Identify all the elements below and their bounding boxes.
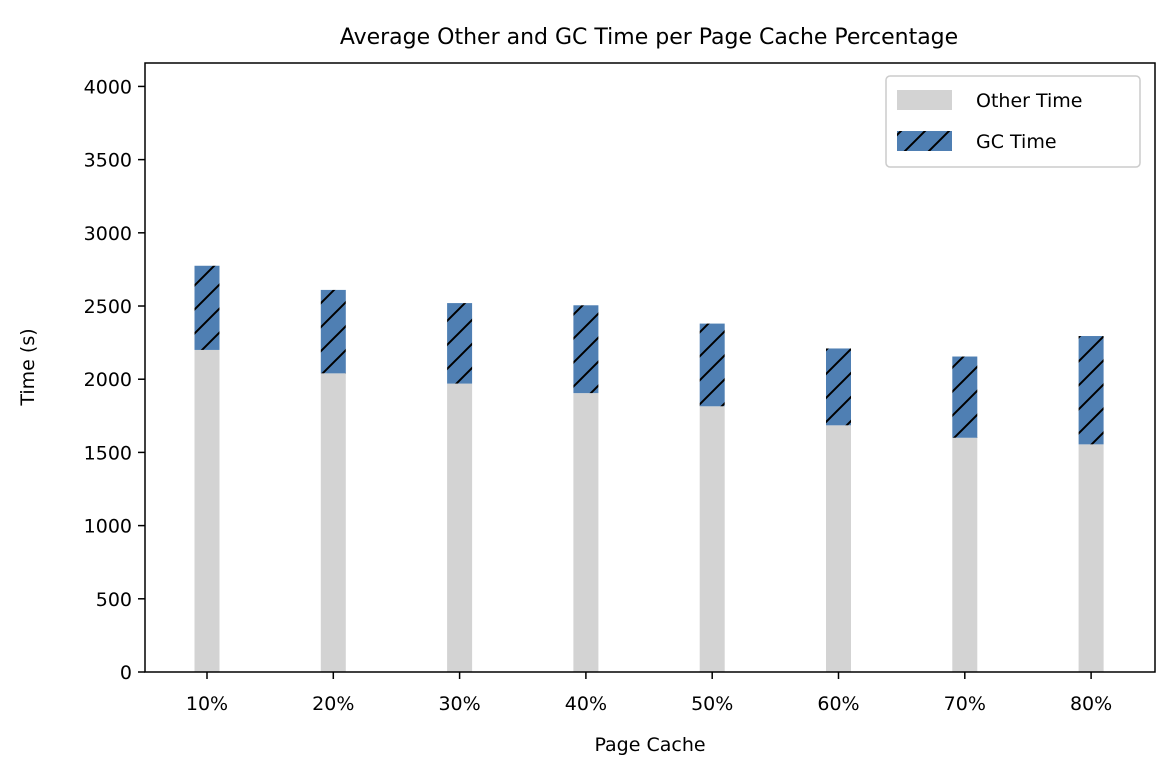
bar-gc-time-4 bbox=[573, 305, 599, 394]
y-tick-label: 3500 bbox=[84, 150, 132, 172]
bar-gc-time-6 bbox=[826, 348, 851, 426]
bar-other-time-1 bbox=[194, 349, 220, 672]
x-tick-label: 70% bbox=[944, 693, 986, 715]
legend-swatch-gc-time bbox=[897, 131, 952, 151]
bar-other-time-6 bbox=[826, 425, 851, 672]
bar-gc-time-5 bbox=[699, 323, 725, 407]
bar-other-time-5 bbox=[699, 406, 725, 672]
y-tick-label: 4000 bbox=[84, 76, 132, 98]
bar-other-time-2 bbox=[320, 373, 346, 672]
legend-label-gc-time: GC Time bbox=[976, 131, 1057, 153]
x-tick-label: 20% bbox=[312, 693, 354, 715]
x-axis: 10% 20% 30% 40% 50% 60% 70% 80% bbox=[186, 672, 1112, 715]
bar-gc-time-2 bbox=[320, 289, 346, 374]
bars-layer bbox=[194, 265, 1104, 672]
x-tick-label: 50% bbox=[691, 693, 733, 715]
y-tick-label: 1500 bbox=[84, 442, 132, 464]
chart-title: Average Other and GC Time per Page Cache… bbox=[340, 25, 958, 50]
x-tick-label: 60% bbox=[817, 693, 859, 715]
legend-swatch-other-time bbox=[897, 90, 952, 110]
bar-other-time-8 bbox=[1078, 444, 1104, 672]
x-tick-label: 80% bbox=[1070, 693, 1112, 715]
plot-frame bbox=[144, 62, 1156, 673]
y-tick-label: 1000 bbox=[84, 516, 132, 538]
x-tick-label: 40% bbox=[565, 693, 607, 715]
x-tick-label: 10% bbox=[186, 693, 228, 715]
y-tick-label: 2500 bbox=[84, 296, 132, 318]
bar-gc-time-7 bbox=[952, 356, 978, 438]
bar-gc-time-8 bbox=[1078, 336, 1104, 445]
y-axis-label: Time (s) bbox=[17, 328, 39, 406]
y-tick-label: 2000 bbox=[84, 369, 132, 391]
bar-other-time-3 bbox=[447, 383, 473, 672]
bar-other-time-7 bbox=[952, 437, 978, 672]
legend: Other Time GC Time bbox=[885, 75, 1141, 168]
y-tick-label: 500 bbox=[96, 589, 132, 611]
bar-gc-time-1 bbox=[194, 265, 220, 350]
x-tick-label: 30% bbox=[438, 693, 480, 715]
bar-other-time-4 bbox=[573, 393, 599, 672]
legend-label-other-time: Other Time bbox=[976, 90, 1083, 112]
y-tick-label: 3000 bbox=[84, 223, 132, 245]
y-tick-label: 0 bbox=[120, 662, 132, 684]
bar-gc-time-3 bbox=[447, 303, 473, 384]
y-axis: 0 500 1000 1500 2000 2500 3000 3500 4000 bbox=[84, 76, 145, 684]
x-axis-label: Page Cache bbox=[594, 734, 705, 756]
